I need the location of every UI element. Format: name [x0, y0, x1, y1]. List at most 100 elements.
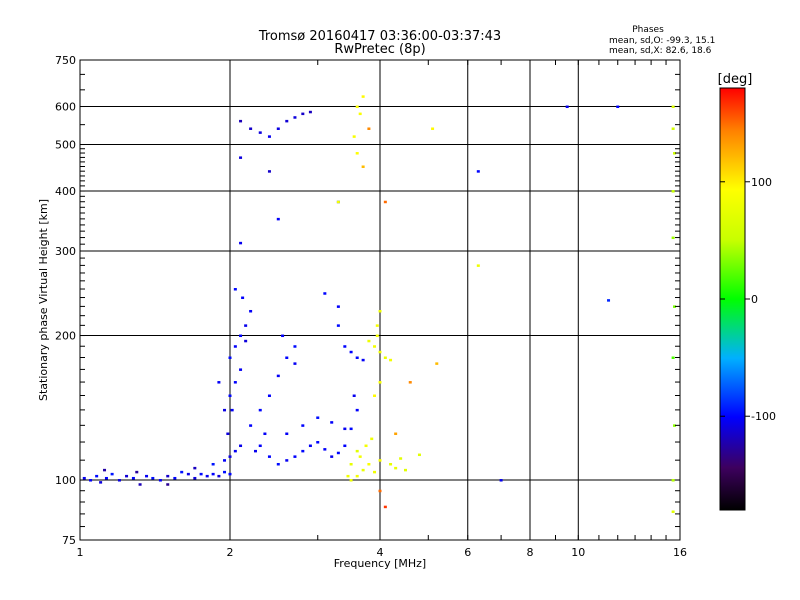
data-point-x [355, 474, 359, 478]
x-tick-label: 6 [464, 546, 471, 559]
data-point-x [336, 200, 340, 204]
data-point-o [616, 105, 620, 109]
data-point-o [173, 476, 177, 480]
data-point-o [89, 479, 93, 482]
data-point-o [476, 170, 480, 173]
data-point-o [316, 441, 320, 444]
data-point-o [301, 449, 305, 453]
data-point-o [336, 451, 340, 455]
data-point-o [158, 479, 162, 482]
data-point-o [239, 368, 243, 371]
data-point-o [239, 334, 243, 338]
data-point-x [435, 362, 439, 365]
stats-line-o: mean, sd,O: -99.3, 15.1 [609, 36, 715, 46]
data-point-x [673, 424, 677, 427]
data-point-o [281, 334, 285, 338]
x-tick-label: 10 [571, 546, 585, 559]
data-point-o [135, 470, 139, 474]
data-point-x [367, 339, 371, 343]
data-point-o [223, 408, 227, 412]
data-point-x [358, 112, 362, 116]
data-point-x [394, 432, 398, 436]
data-point-o [244, 324, 248, 327]
data-point-o [125, 474, 129, 478]
data-point-o [186, 472, 190, 476]
data-point-o [239, 241, 243, 245]
data-point-o [336, 324, 340, 327]
data-point-x [403, 468, 407, 472]
data-point-o [285, 356, 289, 359]
data-point-o [193, 476, 197, 480]
data-point-o [193, 466, 197, 470]
data-point-x [378, 350, 382, 354]
colorbar-tick-label: -100 [751, 410, 776, 423]
data-point-o [205, 474, 209, 478]
data-point-x [389, 462, 393, 466]
data-point-x [378, 309, 382, 313]
data-point-x [375, 324, 379, 327]
data-point-o [276, 374, 280, 378]
data-point-o [253, 449, 257, 453]
data-point-o [293, 362, 297, 365]
data-point-o [267, 135, 271, 138]
chart-title: Tromsø 20160417 03:36:00-03:37:43 [258, 29, 501, 44]
data-point-o [267, 394, 271, 398]
data-point-o [228, 356, 232, 359]
chart-subtitle: RwPretec (8p) [334, 42, 425, 57]
y-tick-label: 600 [55, 101, 76, 114]
data-point-x [346, 474, 350, 478]
data-point-o [230, 408, 234, 412]
data-point-x [417, 453, 421, 457]
stats-heading: Phases [632, 25, 664, 35]
data-point-o [104, 476, 108, 480]
data-point-o [258, 408, 262, 412]
data-point-o [361, 358, 365, 362]
data-point-o [180, 470, 184, 474]
data-point-x [358, 455, 362, 458]
x-tick-label: 2 [227, 546, 234, 559]
data-point-o [285, 432, 289, 436]
data-point-o [233, 449, 237, 453]
y-tick-label: 200 [55, 330, 76, 343]
data-point-o [239, 444, 243, 448]
data-point-o [223, 459, 227, 462]
y-tick-label: 75 [62, 534, 76, 547]
data-point-x [671, 356, 675, 359]
data-point-o [217, 474, 221, 478]
data-point-x [671, 510, 675, 513]
stats-line-x: mean, sd,X: 82.6, 18.6 [609, 46, 712, 56]
data-point-o [233, 288, 237, 291]
data-point-o [355, 356, 359, 359]
data-point-x [367, 462, 371, 466]
data-point-x [352, 135, 356, 138]
data-point-o [117, 479, 121, 482]
data-point-o [211, 462, 215, 466]
data-point-o [138, 483, 142, 486]
colorbar-tick-label: 100 [751, 176, 772, 189]
data-points [82, 95, 677, 513]
data-point-o [276, 127, 280, 130]
data-point-x [349, 462, 353, 466]
data-point-o [166, 474, 170, 478]
data-point-o [110, 472, 114, 476]
data-point-o [228, 455, 232, 458]
x-tick-label: 4 [377, 546, 384, 559]
data-point-o [301, 424, 305, 427]
y-tick-label: 400 [55, 185, 76, 198]
data-point-x [408, 381, 412, 384]
data-point-o [330, 421, 334, 424]
data-point-x [671, 105, 675, 109]
data-point-o [145, 474, 149, 478]
data-point-o [276, 462, 280, 466]
data-point-o [323, 448, 327, 451]
data-point-o [293, 116, 297, 119]
data-point-o [226, 432, 230, 436]
y-tick-label: 100 [55, 474, 76, 487]
data-point-x [431, 127, 435, 130]
grid [80, 60, 680, 540]
data-point-x [383, 200, 387, 204]
data-point-o [336, 305, 340, 308]
data-point-o [343, 427, 347, 431]
data-point-o [82, 476, 86, 480]
data-point-o [99, 481, 103, 484]
